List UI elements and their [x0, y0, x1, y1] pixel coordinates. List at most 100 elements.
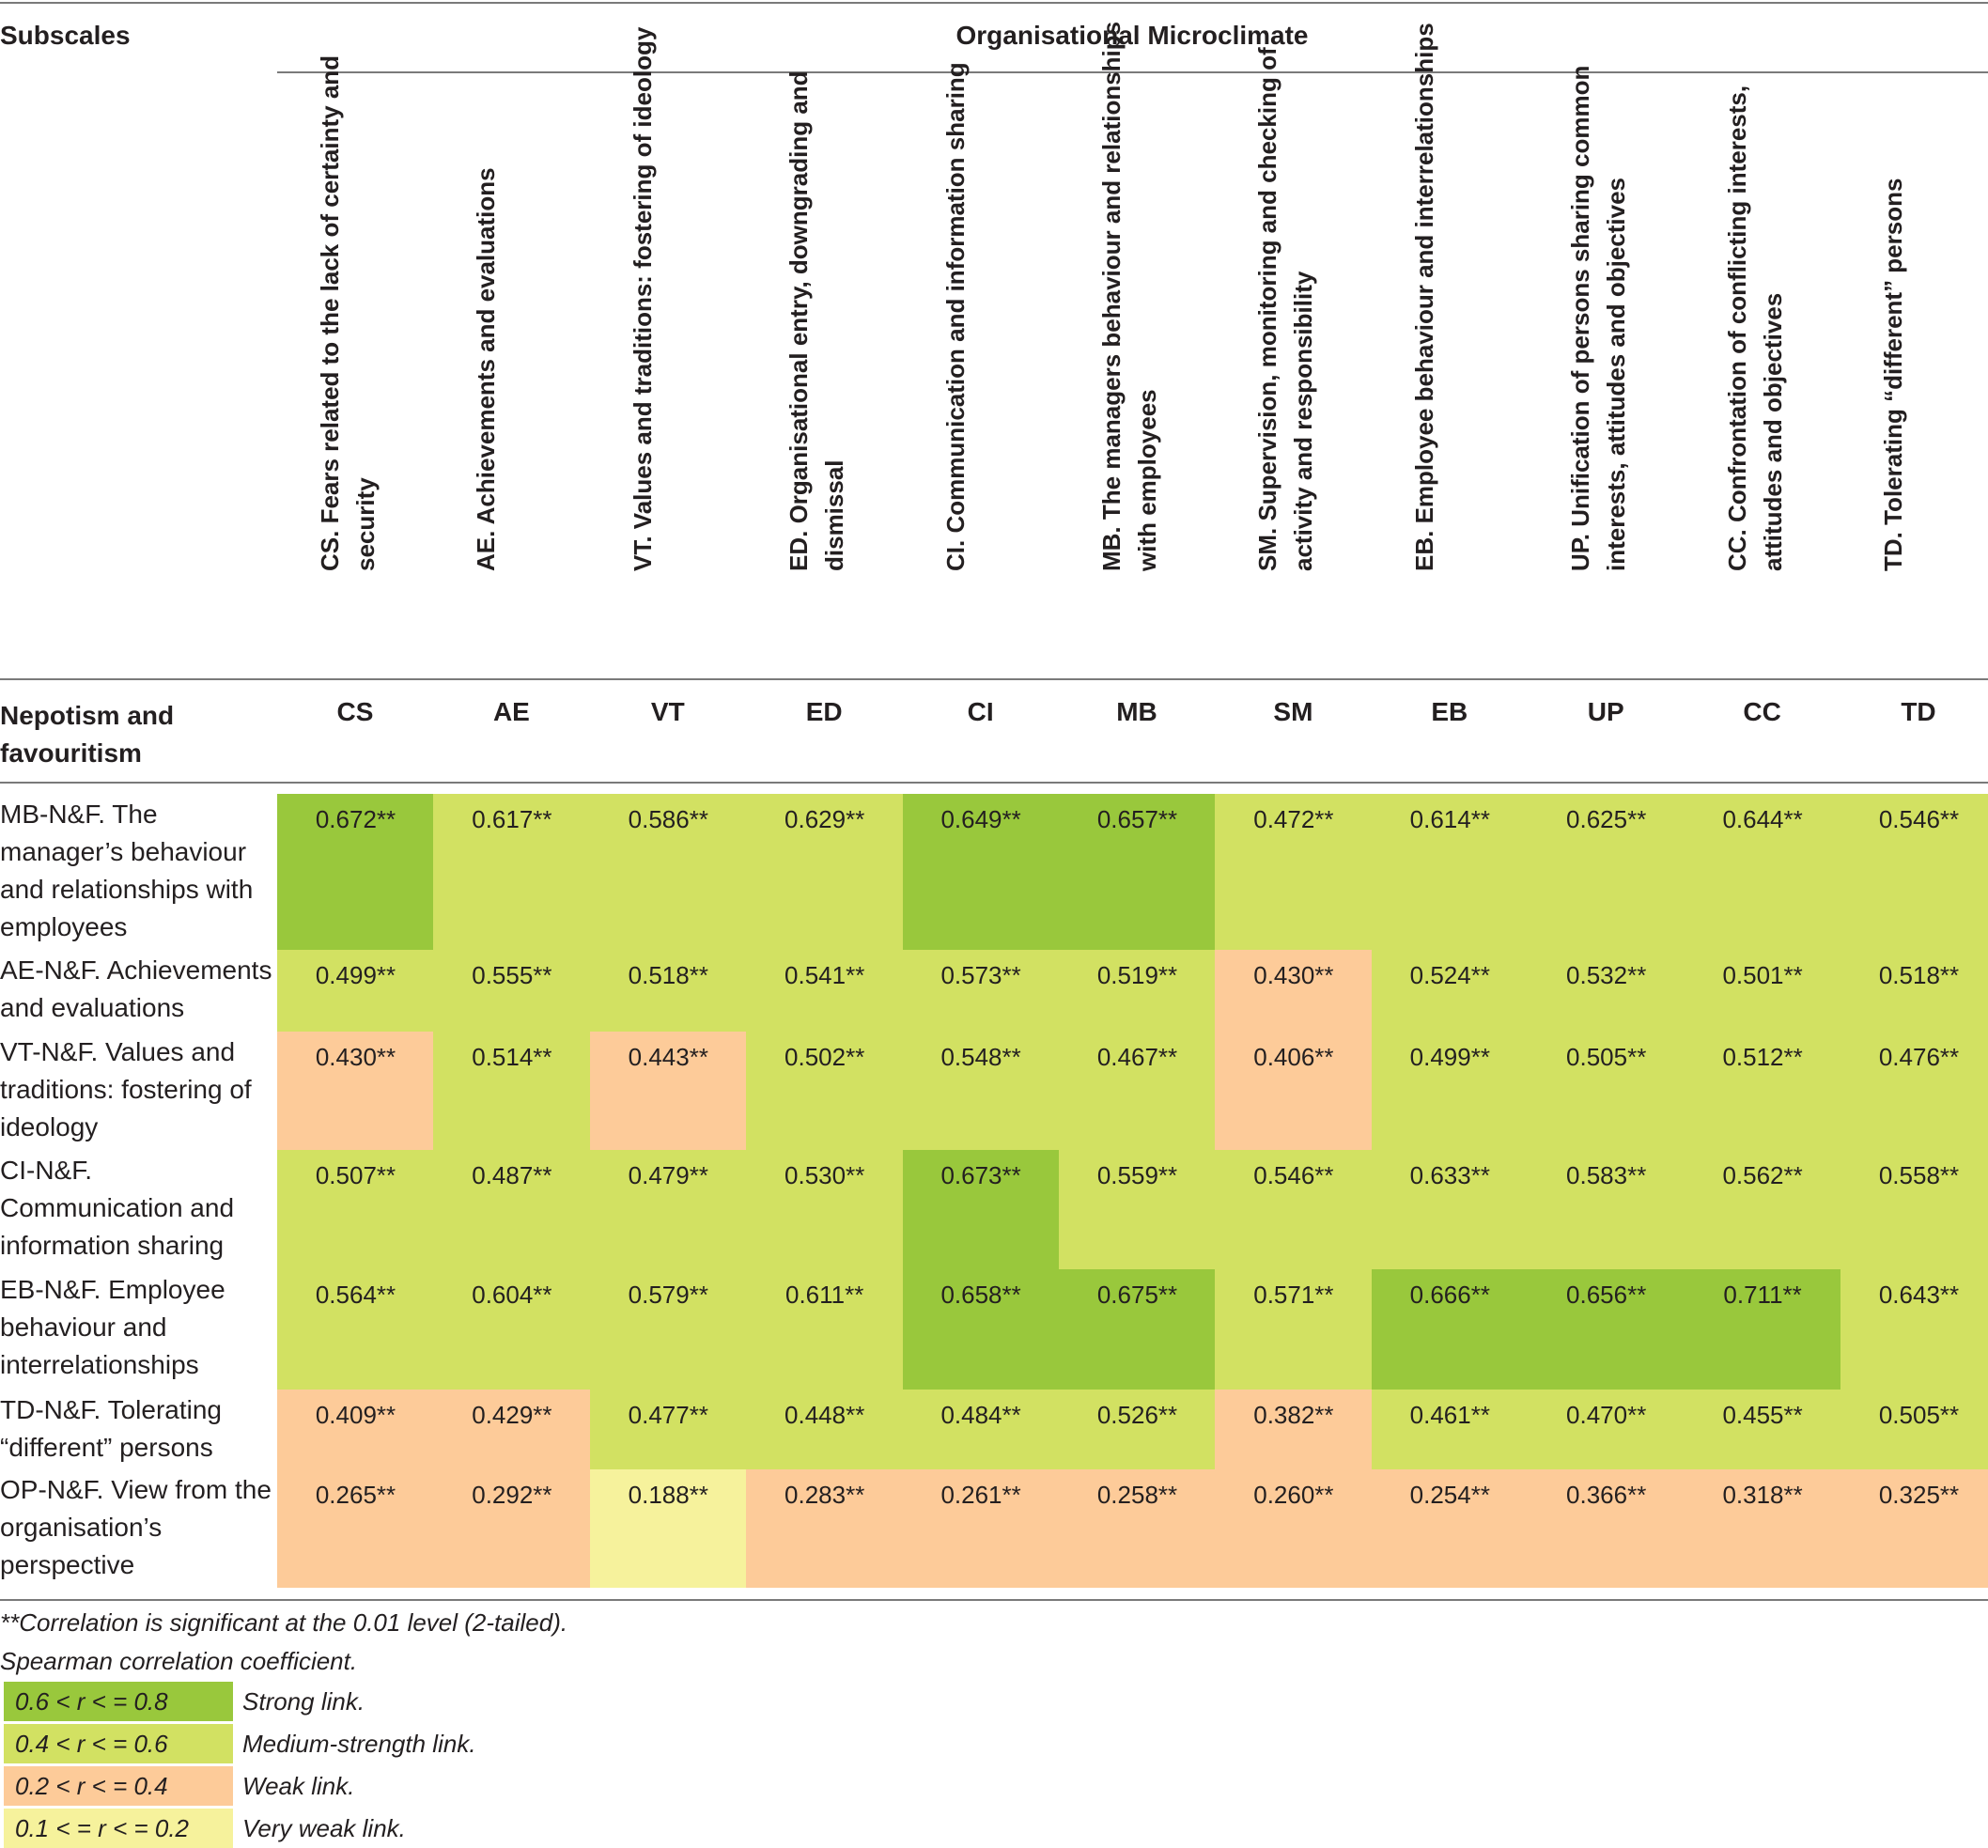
- table-cell: 0.524**: [1371, 950, 1529, 1032]
- table-cell: 0.614**: [1371, 794, 1529, 950]
- table-cell: 0.617**: [433, 794, 591, 950]
- column-code-up: UP: [1587, 697, 1624, 726]
- table-cell: 0.499**: [1371, 1032, 1529, 1150]
- column-description: MB. The managers behaviour and relations…: [1097, 21, 1161, 571]
- table-cell: 0.472**: [1215, 794, 1373, 950]
- legend-swatch-weak: 0.2 < r < = 0.4: [4, 1766, 233, 1806]
- column-code-eb: EB: [1431, 697, 1468, 726]
- row-label: AE-N&F. Achievements and evaluations: [0, 955, 272, 1022]
- table-cell: 0.675**: [1059, 1269, 1216, 1390]
- table-cell: 0.512**: [1684, 1032, 1841, 1150]
- column-description: ED. Organisational entry, downgrading an…: [784, 70, 849, 571]
- table-cell: 0.571**: [1215, 1269, 1373, 1390]
- table-cell: 0.604**: [433, 1269, 591, 1390]
- table-cell: 0.477**: [589, 1390, 747, 1469]
- table-cell: 0.541**: [746, 950, 904, 1032]
- table-cell: 0.443**: [589, 1032, 747, 1150]
- column-description: UP. Unification of persons sharing commo…: [1566, 65, 1631, 571]
- column-header-cs: CS. Fears related to the lack of certain…: [277, 55, 433, 658]
- table-cell: 0.382**: [1215, 1390, 1373, 1469]
- column-header-eb: EB. Employee behaviour and interrelation…: [1372, 23, 1528, 658]
- legend-swatch-medium: 0.4 < r < = 0.6: [4, 1724, 233, 1763]
- table-cell: 0.518**: [1840, 950, 1988, 1032]
- table-cell: 0.429**: [433, 1390, 591, 1469]
- column-code-cs: CS: [336, 697, 374, 726]
- table-cell: 0.673**: [902, 1150, 1060, 1269]
- column-header-ed: ED. Organisational entry, downgrading an…: [746, 70, 902, 658]
- table-cell: 0.487**: [433, 1150, 591, 1269]
- legend-label-weak: Weak link.: [242, 1772, 355, 1800]
- table-cell: 0.507**: [277, 1150, 434, 1269]
- table-cell: 0.188**: [589, 1469, 747, 1588]
- table-cell: 0.519**: [1059, 950, 1216, 1032]
- table-cell: 0.643**: [1840, 1269, 1988, 1390]
- column-header-vt: VT. Values and traditions: fostering of …: [590, 27, 746, 658]
- table-cell: 0.611**: [746, 1269, 904, 1390]
- table-cell: 0.583**: [1528, 1150, 1685, 1269]
- table-cell: 0.530**: [746, 1150, 904, 1269]
- table-cell: 0.499**: [277, 950, 434, 1032]
- table-cell: 0.505**: [1528, 1032, 1685, 1150]
- table-cell: 0.555**: [433, 950, 591, 1032]
- row-header-label: Nepotism and favouritism: [0, 701, 175, 768]
- table-cell: 0.292**: [433, 1469, 591, 1588]
- table-cell: 0.476**: [1840, 1032, 1988, 1150]
- table-cell: 0.558**: [1840, 1150, 1988, 1269]
- table-cell: 0.579**: [589, 1269, 747, 1390]
- row-label: MB-N&F. The manager’s behaviour and rela…: [0, 800, 254, 941]
- legend-swatch-strong: 0.6 < r < = 0.8: [4, 1682, 233, 1721]
- column-header-sm: SM. Supervision, monitoring and checking…: [1215, 47, 1371, 658]
- bottom-rule: [0, 1599, 1988, 1601]
- column-code-td: TD: [1901, 697, 1936, 726]
- column-code-ed: ED: [805, 697, 843, 726]
- legend-label-strong: Strong link.: [242, 1687, 365, 1716]
- table-cell: 0.546**: [1215, 1150, 1373, 1269]
- table-cell: 0.470**: [1528, 1390, 1685, 1469]
- table-cell: 0.484**: [902, 1390, 1060, 1469]
- table-cell: 0.711**: [1684, 1269, 1841, 1390]
- table-cell: 0.564**: [277, 1269, 434, 1390]
- column-description: EB. Employee behaviour and interrelation…: [1409, 23, 1438, 571]
- row-label: VT-N&F. Values and traditions: fostering…: [0, 1037, 252, 1141]
- table-cell: 0.518**: [589, 950, 747, 1032]
- column-description: SM. Supervision, monitoring and checking…: [1253, 47, 1318, 571]
- row-label: OP-N&F. View from the organisation’s per…: [0, 1475, 272, 1579]
- table-cell: 0.254**: [1371, 1469, 1529, 1588]
- column-header-td: TD. Tolerating “different” persons: [1840, 83, 1988, 658]
- table-cell: 0.666**: [1371, 1269, 1529, 1390]
- table-cell: 0.455**: [1684, 1390, 1841, 1469]
- column-header-ci: CI. Communication and information sharin…: [903, 62, 1059, 658]
- table-cell: 0.633**: [1371, 1150, 1529, 1269]
- row-label: EB-N&F. Employee behaviour and interrela…: [0, 1275, 225, 1379]
- table-cell: 0.586**: [589, 794, 747, 950]
- table-cell: 0.479**: [589, 1150, 747, 1269]
- row-label: CI-N&F. Communication and information sh…: [0, 1156, 235, 1260]
- table-cell: 0.656**: [1528, 1269, 1685, 1390]
- table-cell: 0.573**: [902, 950, 1060, 1032]
- table-cell: 0.514**: [433, 1032, 591, 1150]
- table-cell: 0.658**: [902, 1269, 1060, 1390]
- table-cell: 0.625**: [1528, 794, 1685, 950]
- column-description: CI. Communication and information sharin…: [940, 62, 970, 571]
- column-code-vt: VT: [650, 697, 685, 726]
- legend-label-vweak: Very weak link.: [242, 1814, 406, 1842]
- table-cell: 0.501**: [1684, 950, 1841, 1032]
- table-cell: 0.548**: [902, 1032, 1060, 1150]
- column-description: AE. Achievements and evaluations: [472, 167, 501, 571]
- column-header-up: UP. Unification of persons sharing commo…: [1528, 66, 1684, 658]
- column-code-mb: MB: [1116, 697, 1157, 726]
- top-rule: [0, 2, 1988, 4]
- table-cell: 0.644**: [1684, 794, 1841, 950]
- column-header-cc: CC. Confrontation of conflicting interes…: [1685, 83, 1840, 658]
- table-cell: 0.629**: [746, 794, 904, 950]
- column-description: CC. Confrontation of conflicting interes…: [1722, 85, 1787, 571]
- table-cell: 0.258**: [1059, 1469, 1216, 1588]
- table-cell: 0.649**: [902, 794, 1060, 950]
- table-cell: 0.409**: [277, 1390, 434, 1469]
- table-cell: 0.461**: [1371, 1390, 1529, 1469]
- column-header-ae: AE. Achievements and evaluations: [433, 83, 589, 658]
- table-cell: 0.325**: [1840, 1469, 1988, 1588]
- table-cell: 0.562**: [1684, 1150, 1841, 1269]
- column-header-mb: MB. The managers behaviour and relations…: [1059, 22, 1215, 658]
- column-code-sm: SM: [1273, 697, 1313, 726]
